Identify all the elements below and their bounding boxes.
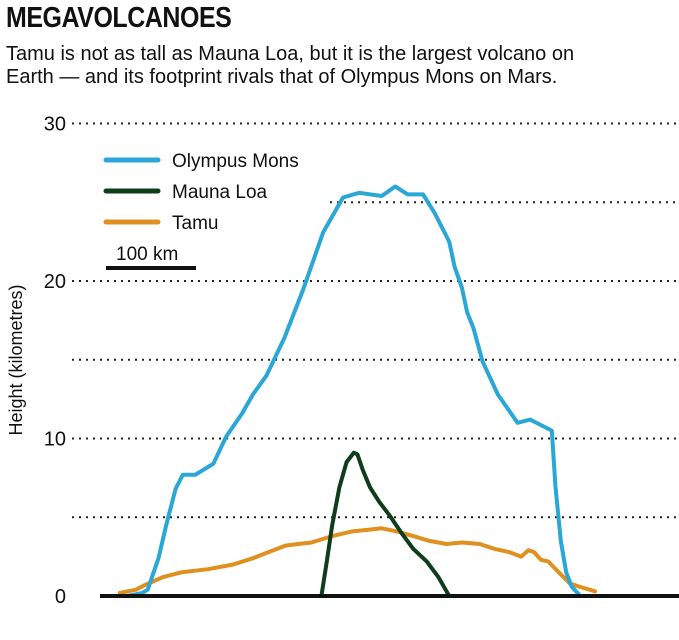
y-tick-0: 0 (55, 586, 66, 608)
y-tick-20: 20 (44, 271, 66, 293)
series-line-olympus-mons (125, 184, 581, 598)
scale-bar: 100 km (106, 244, 196, 270)
series-line-mauna-loa (319, 450, 452, 598)
y-tick-30: 30 (44, 114, 66, 136)
scale-bar-label: 100 km (116, 244, 178, 265)
y-axis-ticks: 0 10 20 30 (44, 114, 66, 609)
chart-subtitle: Tamu is not as tall as Mauna Loa, but it… (6, 43, 679, 89)
y-tick-10: 10 (44, 429, 66, 451)
legend-label-olympus-mons: Olympus Mons (172, 151, 299, 172)
series-lines (117, 184, 597, 598)
chart-title: MEGAVOLCANOES (6, 2, 232, 34)
legend-label-mauna-loa: Mauna Loa (172, 182, 268, 203)
subtitle-line-2: Earth — and its footprint rivals that of… (6, 66, 558, 88)
legend-label-tamu: Tamu (172, 213, 218, 234)
gridlines (72, 122, 679, 519)
y-axis-label: Height (kilometres) (6, 284, 26, 435)
series-line-tamu (117, 526, 597, 595)
legend: Olympus Mons Mauna Loa Tamu (103, 151, 299, 234)
subtitle-line-1: Tamu is not as tall as Mauna Loa, but it… (6, 43, 575, 65)
